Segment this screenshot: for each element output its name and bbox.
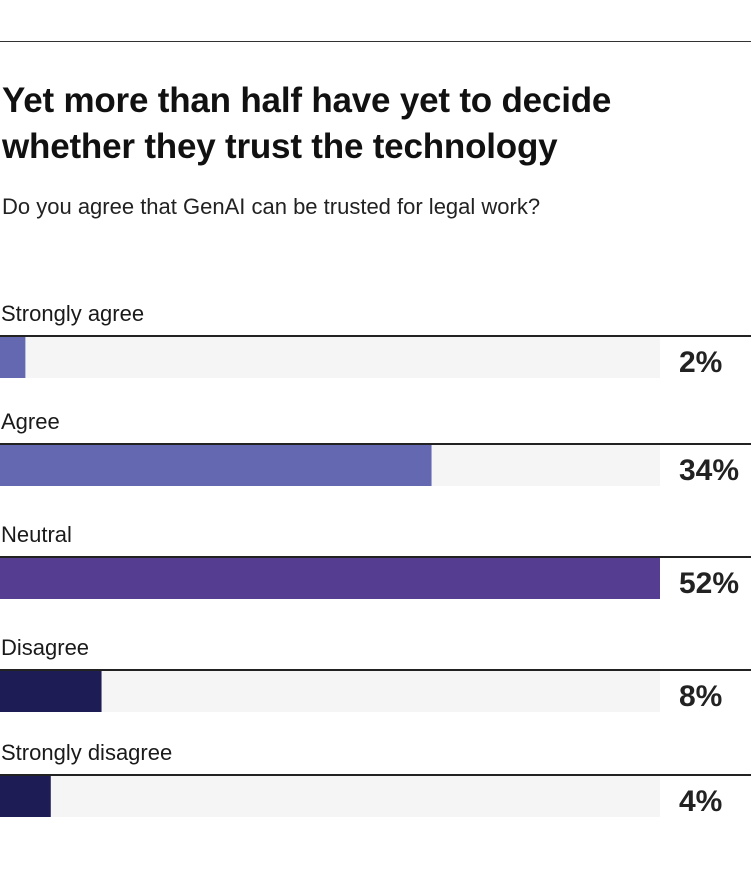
chart-title: Yet more than half have yet to decide wh… (2, 81, 612, 166)
row-rule-disagree (0, 669, 751, 671)
bar-track-strongly-disagree (0, 775, 660, 817)
category-label-agree: Agree (1, 409, 60, 434)
value-label-strongly-agree: 2% (679, 346, 722, 379)
bar-disagree (0, 670, 102, 712)
row-rule-neutral (0, 556, 751, 558)
category-label-strongly-disagree: Strongly disagree (1, 740, 172, 765)
category-label-strongly-agree: Strongly agree (1, 301, 144, 326)
bar-strongly-agree (0, 336, 26, 378)
row-rule-agree (0, 443, 751, 445)
category-label-neutral: Neutral (1, 522, 72, 547)
chart-subtitle: Do you agree that GenAI can be trusted f… (2, 194, 541, 219)
bar-track-strongly-agree (0, 336, 660, 378)
category-label-disagree: Disagree (1, 635, 89, 660)
bar-neutral (0, 557, 660, 599)
value-label-neutral: 52% (679, 567, 739, 600)
value-label-disagree: 8% (679, 680, 722, 713)
bar-agree (0, 444, 432, 486)
value-label-agree: 34% (679, 454, 739, 487)
row-rule-strongly-disagree (0, 774, 751, 776)
bar-strongly-disagree (0, 775, 51, 817)
top-rule (0, 41, 751, 42)
bar-chart: Strongly agree 2% Agree 34% Neutral 52% Disagr… (0, 301, 751, 818)
row-rule-strongly-agree (0, 335, 751, 337)
bar-track-disagree (0, 670, 660, 712)
value-label-strongly-disagree: 4% (679, 785, 722, 818)
